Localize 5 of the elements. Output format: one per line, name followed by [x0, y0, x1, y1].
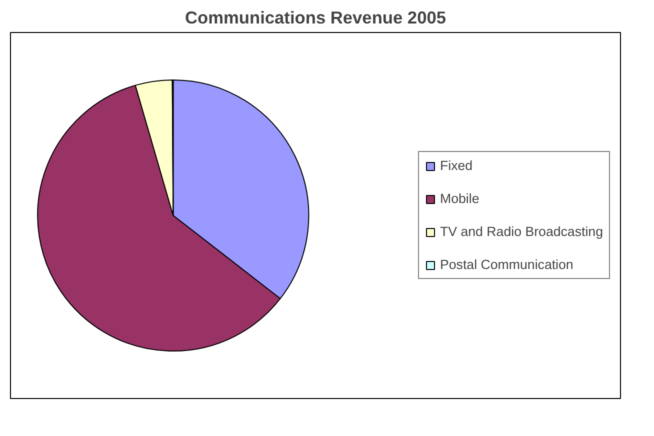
- legend-label: Postal Communication: [440, 257, 574, 272]
- legend-label: Mobile: [440, 191, 480, 206]
- chart-title: Communications Revenue 2005: [185, 8, 446, 28]
- legend-label: TV and Radio Broadcasting: [440, 224, 603, 239]
- legend-label: Fixed: [440, 158, 473, 173]
